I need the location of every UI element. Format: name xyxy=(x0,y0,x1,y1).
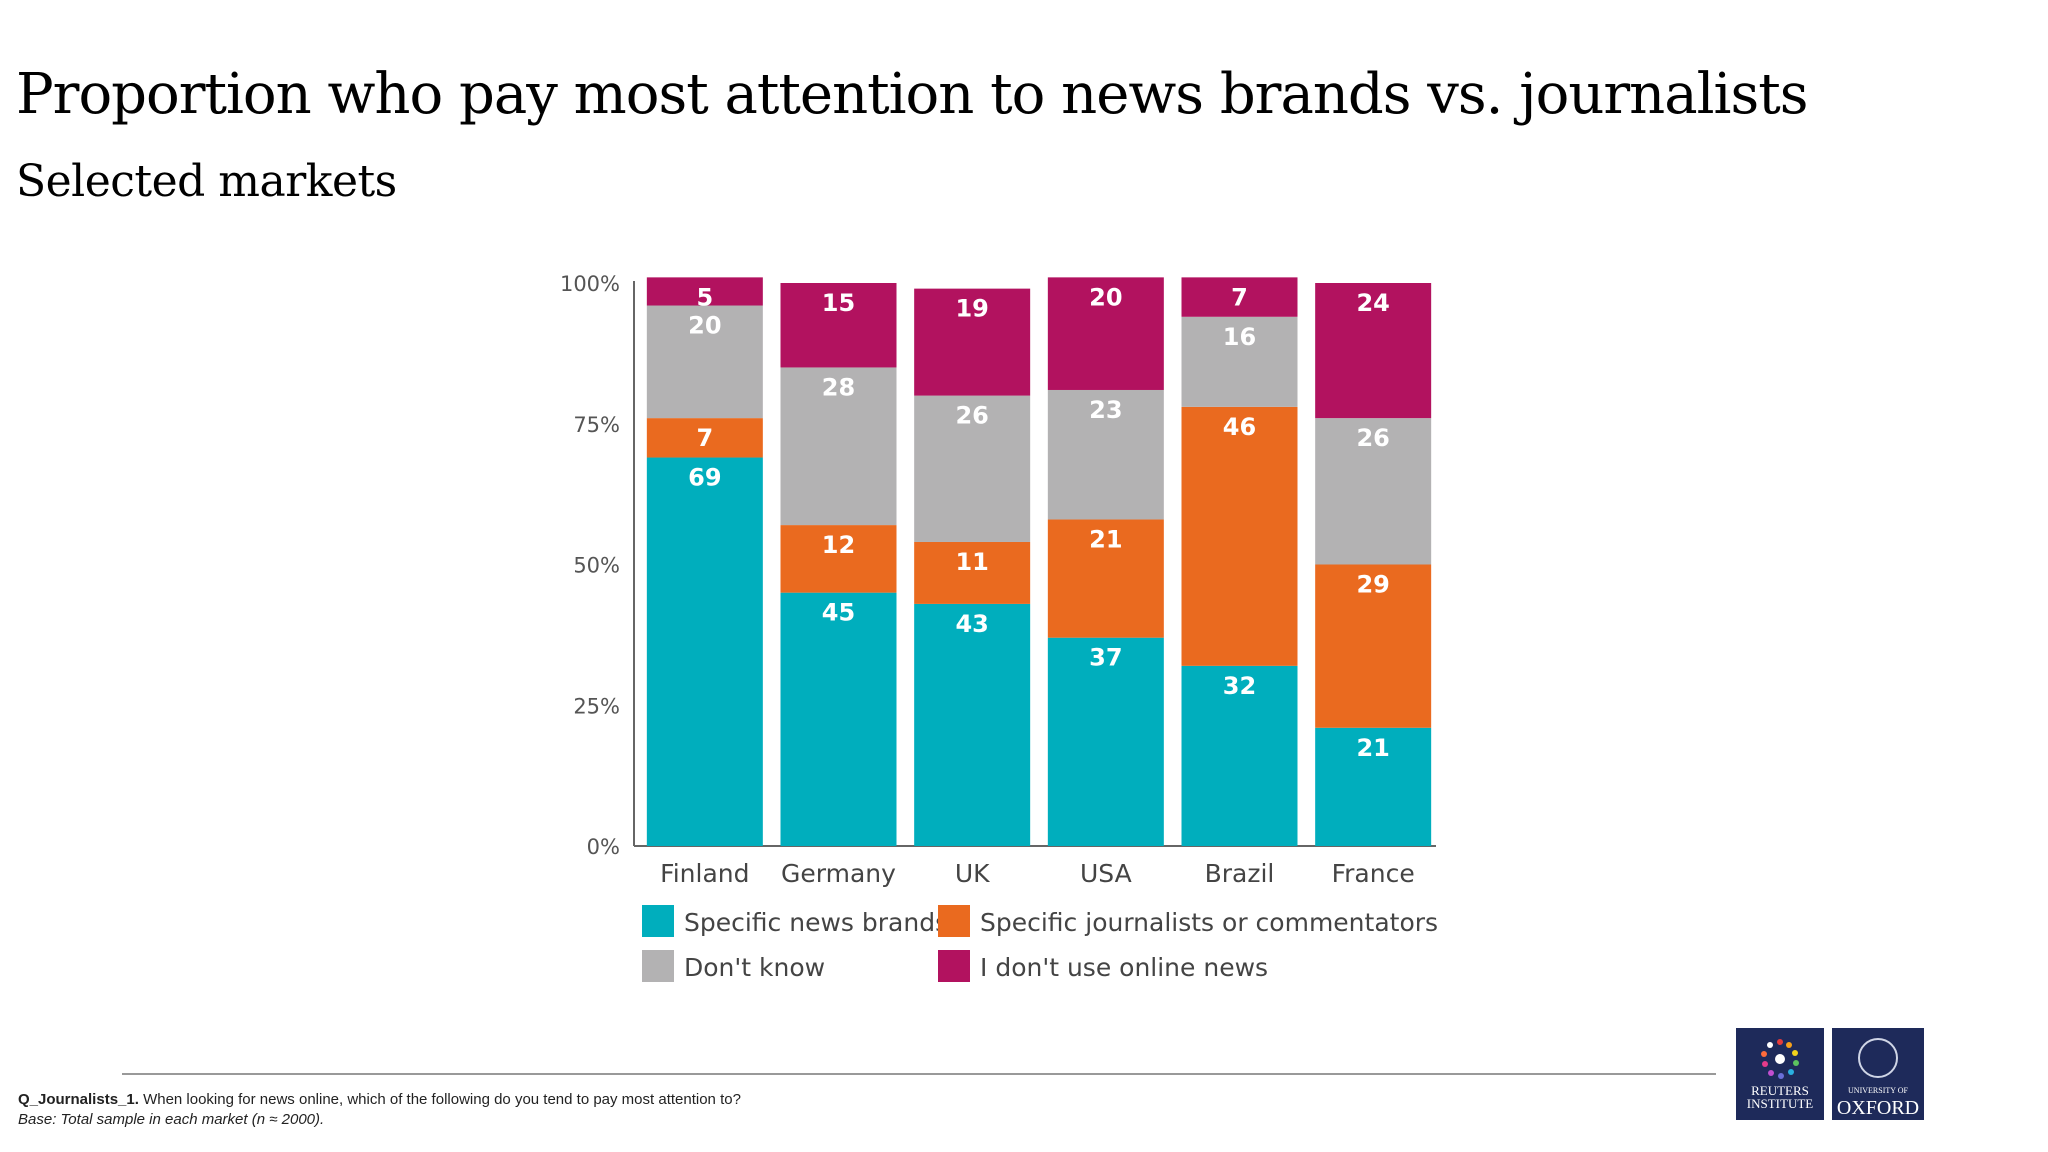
data-label: 21 xyxy=(1356,734,1389,762)
bar-segment xyxy=(1181,277,1298,317)
y-tick-label: 100% xyxy=(560,272,620,296)
data-label: 32 xyxy=(1223,672,1256,700)
reuters-logo-line2: INSTITUTE xyxy=(1746,1096,1814,1111)
legend-label: Don't know xyxy=(684,953,825,982)
oxford-university-logo: UNIVERSITY OF OXFORD xyxy=(1832,1028,1924,1120)
y-tick-label: 75% xyxy=(573,413,620,437)
data-label: 7 xyxy=(1231,283,1248,311)
bar-segment xyxy=(1181,665,1298,846)
reuters-logo-line1: REUTERS xyxy=(1751,1083,1809,1098)
bar-segment xyxy=(646,457,763,846)
question-id: Q_Journalists_1. xyxy=(18,1091,139,1108)
data-label: 29 xyxy=(1356,571,1389,599)
legend-label: I don't use online news xyxy=(980,953,1268,982)
bar-segment xyxy=(914,541,1031,604)
bar-segment xyxy=(914,288,1031,396)
data-label: 46 xyxy=(1223,413,1256,441)
data-label: 26 xyxy=(955,402,988,430)
data-label: 24 xyxy=(1356,289,1389,317)
bar-segment xyxy=(1047,277,1164,390)
bar-segment xyxy=(1315,418,1432,565)
data-label: 5 xyxy=(696,283,713,311)
data-label: 20 xyxy=(688,312,721,340)
data-label: 26 xyxy=(1356,424,1389,452)
slide-subtitle: Selected markets xyxy=(16,156,397,207)
bar-segment xyxy=(1315,564,1432,728)
x-tick-label: USA xyxy=(1080,859,1132,888)
bar-segment xyxy=(646,277,763,306)
oxford-crest-icon xyxy=(1858,1038,1898,1078)
bar-segment xyxy=(1047,519,1164,638)
legend-swatch xyxy=(642,905,674,937)
bar-segment xyxy=(646,418,763,458)
oxford-logo-line2: OXFORD xyxy=(1836,1097,1920,1119)
legend-swatch xyxy=(642,950,674,982)
x-tick-label: UK xyxy=(955,859,990,888)
bar-segment xyxy=(1047,637,1164,846)
y-tick-label: 50% xyxy=(573,554,620,578)
data-label: 12 xyxy=(822,531,855,559)
bar-segment xyxy=(1181,316,1298,407)
question-text: When looking for news online, which of t… xyxy=(143,1091,741,1108)
x-tick-label: Germany xyxy=(781,859,896,888)
data-label: 43 xyxy=(955,610,988,638)
legend-label: Specific journalists or commentators xyxy=(980,908,1438,937)
data-label: 7 xyxy=(696,424,713,452)
reuters-dots-icon xyxy=(1761,1039,1799,1079)
slide-title: Proportion who pay most attention to new… xyxy=(16,62,1808,127)
bar-segment xyxy=(780,592,897,846)
bar-segment xyxy=(914,603,1031,846)
legend-label: Specific news brands xyxy=(684,908,948,937)
data-label: 16 xyxy=(1223,323,1256,351)
question-line: Q_Journalists_1. When looking for news o… xyxy=(18,1090,741,1110)
data-label: 69 xyxy=(688,464,721,492)
data-label: 19 xyxy=(955,295,988,323)
base-note: Base: Total sample in each market (n ≈ 2… xyxy=(18,1111,325,1128)
data-label: 45 xyxy=(822,599,855,627)
reuters-institute-logo: REUTERS INSTITUTE xyxy=(1736,1028,1824,1120)
x-tick-label: Finland xyxy=(660,859,749,888)
legend-swatch xyxy=(938,905,970,937)
data-label: 20 xyxy=(1089,283,1122,311)
bar-segment xyxy=(646,305,763,419)
bar-segment xyxy=(780,367,897,526)
data-label: 21 xyxy=(1089,525,1122,553)
bar-segment xyxy=(914,395,1031,542)
y-tick-label: 0% xyxy=(587,835,620,859)
data-label: 28 xyxy=(822,373,855,401)
legend-swatch xyxy=(938,950,970,982)
data-label: 11 xyxy=(955,548,988,576)
footnote: Q_Journalists_1. When looking for news o… xyxy=(18,1090,741,1130)
y-tick-label: 25% xyxy=(573,694,620,718)
data-label: 15 xyxy=(822,289,855,317)
bar-segment xyxy=(1047,389,1164,520)
bar-segment xyxy=(780,525,897,593)
data-label: 23 xyxy=(1089,396,1122,424)
data-label: 37 xyxy=(1089,644,1122,672)
bar-segment xyxy=(1181,406,1298,666)
oxford-logo-line1: UNIVERSITY OF xyxy=(1848,1086,1908,1095)
bar-segment xyxy=(1315,727,1432,846)
x-tick-label: France xyxy=(1332,859,1415,888)
footer-divider xyxy=(122,1073,1716,1075)
bar-segment xyxy=(1315,283,1432,419)
x-tick-label: Brazil xyxy=(1205,859,1275,888)
bar-segment xyxy=(780,283,897,368)
